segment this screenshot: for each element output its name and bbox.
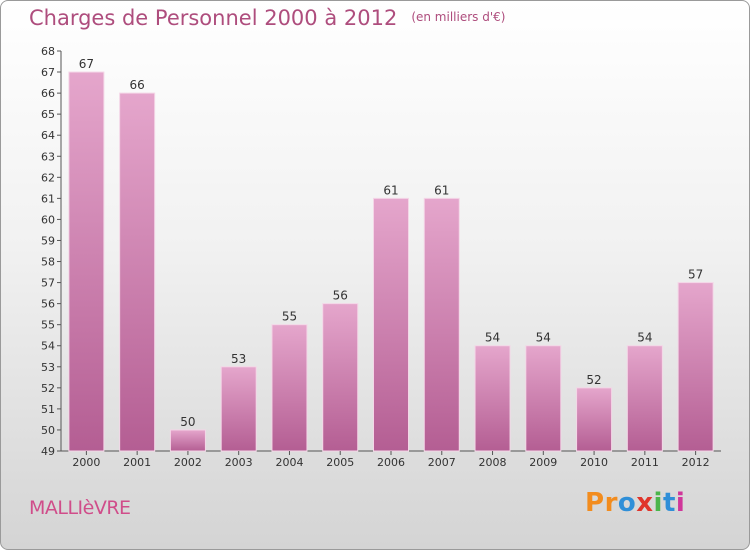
y-tick-label: 59 [41,234,55,247]
x-tick-label: 2000 [72,456,100,469]
logo-letter: t [662,488,676,518]
bar [677,282,714,452]
y-tick-label: 57 [41,277,55,290]
x-tick-label: 2005 [326,456,354,469]
x-tick-label: 2012 [682,456,710,469]
y-tick-label: 68 [41,45,55,58]
x-tick-label: 2006 [377,456,405,469]
bar-value-label: 55 [282,310,297,324]
proxiti-logo: Proxiti [585,488,685,518]
x-tick-label: 2004 [275,456,303,469]
y-tick-label: 51 [41,403,55,416]
x-tick-label: 2008 [479,456,507,469]
bar-value-label: 57 [688,268,703,282]
bar-value-label: 66 [130,78,145,92]
x-tick-label: 2011 [631,456,659,469]
y-tick-label: 55 [41,319,55,332]
x-tick-label: 2009 [529,456,557,469]
logo-letter: i [653,488,663,518]
city-name: MALLIèVRE [29,497,131,519]
logo-letter: r [604,488,618,518]
chart-title: Charges de Personnel 2000 à 2012 (en mill… [29,6,505,30]
bar-value-label: 56 [333,289,348,303]
y-tick-label: 67 [41,66,55,79]
y-tick-label: 65 [41,108,55,121]
y-tick-label: 53 [41,361,55,374]
bar [220,366,257,452]
y-tick-label: 58 [41,256,55,269]
x-tick-label: 2010 [580,456,608,469]
bar [474,345,511,452]
bar-value-label: 54 [536,331,551,345]
logo-letter: x [636,488,654,518]
y-tick-label: 54 [41,340,55,353]
bar-value-label: 61 [383,183,398,197]
y-tick-label: 61 [41,192,55,205]
bar-value-label: 50 [180,415,195,429]
y-tick-label: 52 [41,382,55,395]
bar [423,197,460,452]
logo-letter: P [585,488,605,518]
chart-subtitle: (en milliers d'€) [411,10,506,24]
bar-value-label: 61 [434,183,449,197]
x-tick-label: 2002 [174,456,202,469]
logo-letter: i [675,488,686,518]
bar [119,92,156,452]
bar [373,197,409,452]
bar-value-label: 52 [586,373,601,387]
x-tick-label: 2003 [225,456,253,469]
y-tick-label: 66 [41,87,55,100]
bar [525,345,562,452]
logo-letter: o [617,488,637,518]
bar-value-label: 54 [637,331,652,345]
bar-value-label: 67 [79,57,94,71]
y-tick-label: 50 [41,424,55,437]
y-tick-label: 56 [41,298,55,311]
y-tick-label: 64 [41,129,55,142]
bar [169,429,206,452]
bar [576,387,613,452]
x-tick-label: 2001 [123,456,151,469]
bar-value-label: 54 [485,331,500,345]
y-tick-label: 63 [41,150,55,163]
y-tick-label: 49 [41,445,55,458]
y-tick-label: 60 [41,213,55,226]
x-tick-label: 2007 [428,456,456,469]
bar [68,71,105,452]
bar-value-label: 53 [231,352,246,366]
bar [626,345,663,452]
bar [271,324,308,452]
y-tick-label: 62 [41,171,55,184]
title-text: Charges de Personnel 2000 à 2012 [29,6,398,30]
bar [322,303,359,452]
